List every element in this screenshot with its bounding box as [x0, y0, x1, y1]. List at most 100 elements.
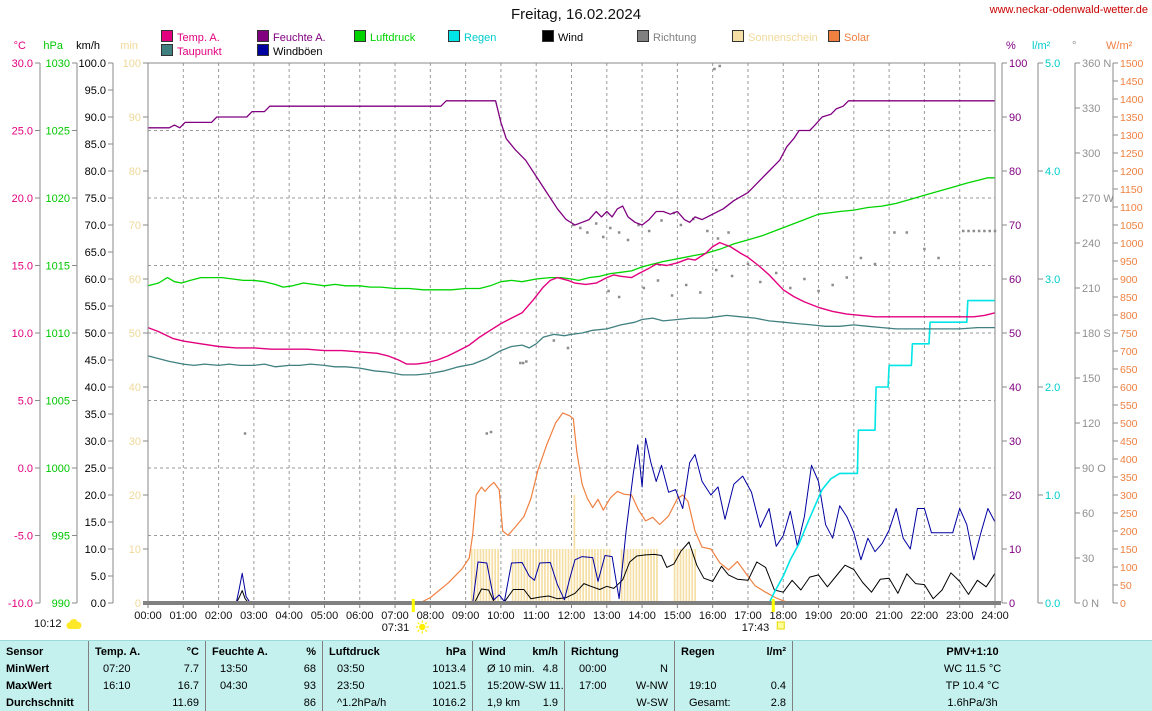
legend-swatch — [257, 44, 269, 56]
axis-label-kmh: 85.0 — [85, 139, 106, 151]
legend-swatch — [448, 30, 460, 42]
axis-label-wm2: 1250 — [1120, 148, 1144, 160]
sunshine-bar — [635, 549, 638, 603]
table-cell-time — [571, 695, 579, 711]
axis-label-lm2: 5.0 — [1045, 58, 1060, 70]
x-axis-label: 12:00 — [558, 610, 586, 622]
sunshine-bar — [529, 549, 532, 603]
axis-label-temp_c: 5.0 — [18, 396, 33, 408]
wind-direction-dot — [566, 346, 570, 350]
table-cell-value: N — [660, 663, 668, 675]
table-cell-value: 2.8 — [770, 697, 786, 709]
table-cell-time — [681, 661, 689, 678]
sunset-icon — [776, 621, 785, 630]
sunshine-bar — [591, 549, 593, 603]
table-cell-time: 19:10 — [689, 680, 717, 692]
axis-label-hpa: 1000 — [46, 463, 70, 475]
x-axis-label: 10:00 — [487, 610, 515, 622]
x-axis-label: 13:00 — [593, 610, 621, 622]
wind-direction-dot — [905, 231, 909, 234]
table-cell: W-SW — [565, 695, 674, 711]
sunshine-bar — [549, 549, 552, 603]
axis-label-kmh: 75.0 — [85, 193, 106, 205]
axis-label-wm2: 1050 — [1120, 220, 1144, 232]
x-axis-label: 23:00 — [946, 610, 974, 622]
sunshine-bar — [594, 549, 596, 603]
axis-label-temp_c: -10.0 — [8, 598, 33, 610]
website-link[interactable]: www.neckar-odenwald-wetter.de — [989, 4, 1148, 16]
sunshine-bar — [555, 549, 558, 603]
wind-direction-dot — [572, 223, 575, 227]
axis-label-kmh: 70.0 — [85, 220, 106, 232]
wind-direction-dot — [831, 283, 834, 287]
x-axis-label: 20:00 — [840, 610, 868, 622]
axis-label-wm2: 900 — [1120, 274, 1138, 286]
sunshine-bar — [476, 549, 479, 603]
series-solar — [419, 412, 791, 604]
axis-label-wm2: 1100 — [1120, 202, 1143, 214]
table-cell-value: 11.69 — [172, 697, 199, 709]
axis-label-wm2: 600 — [1120, 382, 1138, 394]
axis-label-minute: 70 — [129, 220, 141, 232]
table-row-label: Sensor — [6, 646, 44, 658]
legend-swatch — [732, 30, 744, 42]
table-cell-value: 1016.2 — [432, 697, 466, 709]
wind-direction-dot — [730, 274, 734, 278]
axis-label-wm2: 500 — [1120, 418, 1138, 430]
axis-label-deg: 120 — [1082, 418, 1100, 430]
axis-label-wm2: 1300 — [1120, 130, 1144, 142]
axis-label-lm2: 0.0 — [1045, 598, 1060, 610]
sunshine-bar — [526, 549, 529, 603]
axis-label-temp_c: 20.0 — [12, 193, 33, 205]
legend-label: Taupunkt — [177, 46, 222, 58]
wind-direction-dot — [759, 280, 762, 284]
axis-label-temp_c: 10.0 — [12, 328, 33, 340]
axis-label-kmh: 10.0 — [85, 544, 106, 556]
table-header-unit: hPa — [445, 646, 466, 658]
axis-label-wm2: 350 — [1120, 472, 1138, 484]
sunshine-bar — [479, 549, 482, 603]
axis-label-pct: 90 — [1009, 112, 1021, 124]
wind-direction-dot — [485, 432, 489, 435]
axis-label-pct: 0 — [1009, 598, 1015, 610]
axis-unit-hpa: hPa — [43, 40, 63, 52]
legend-item-regen: Regen — [448, 30, 497, 44]
legend-item-sonnenschein: Sonnenschein — [732, 30, 818, 44]
sunshine-bar — [470, 549, 473, 603]
axis-label-kmh: 65.0 — [85, 247, 106, 259]
wind-direction-dot — [519, 361, 522, 365]
axis-label-wm2: 50 — [1120, 580, 1132, 592]
table-col-richtung: Richtung 00:00 N 17:00 W-NW W-SW — [565, 641, 675, 711]
sunshine-bar — [602, 549, 605, 603]
table-cell-time: 23:50 — [337, 680, 365, 692]
table-cell: 03:50 1013.4 — [323, 661, 472, 678]
table-cell-time: 04:30 — [220, 680, 248, 692]
sunshine-bar — [599, 549, 602, 603]
axis-label-wm2: 700 — [1120, 346, 1138, 358]
axis-unit-deg: ° — [1072, 40, 1076, 52]
axis-label-wm2: 0 — [1120, 598, 1126, 610]
legend-label: Luftdruck — [370, 32, 416, 44]
wind-direction-dot — [714, 268, 718, 272]
legend-item-wind: Wind — [542, 30, 583, 44]
axis-label-kmh: 60.0 — [85, 274, 106, 286]
legend-item-richtung: Richtung — [637, 30, 696, 44]
axis-label-deg: 150 — [1082, 373, 1100, 385]
table-header: Wind km/h — [473, 644, 564, 661]
wind-direction-dot — [789, 286, 792, 290]
wind-direction-dot — [706, 229, 709, 233]
table-cell: 15:20W-SW 11.3 — [473, 678, 564, 695]
wind-direction-dot — [803, 277, 806, 281]
x-axis-label: 09:00 — [452, 610, 480, 622]
sunshine-bar — [576, 549, 579, 603]
sunshine-bar — [641, 549, 644, 603]
table-header-name: Regen — [681, 646, 715, 658]
sunshine-bar — [688, 549, 691, 603]
axis-label-pct: 60 — [1009, 274, 1021, 286]
table-cell-value: W-SW 11.3 — [514, 680, 564, 692]
sunshine-bar — [558, 549, 561, 603]
table-col-sensor: Sensor MinWert MaxWert Durchschnitt — [0, 641, 89, 711]
table-cell-value: W-SW — [636, 697, 668, 709]
legend-label: Regen — [464, 32, 497, 44]
axis-label-pct: 100 — [1009, 58, 1027, 70]
